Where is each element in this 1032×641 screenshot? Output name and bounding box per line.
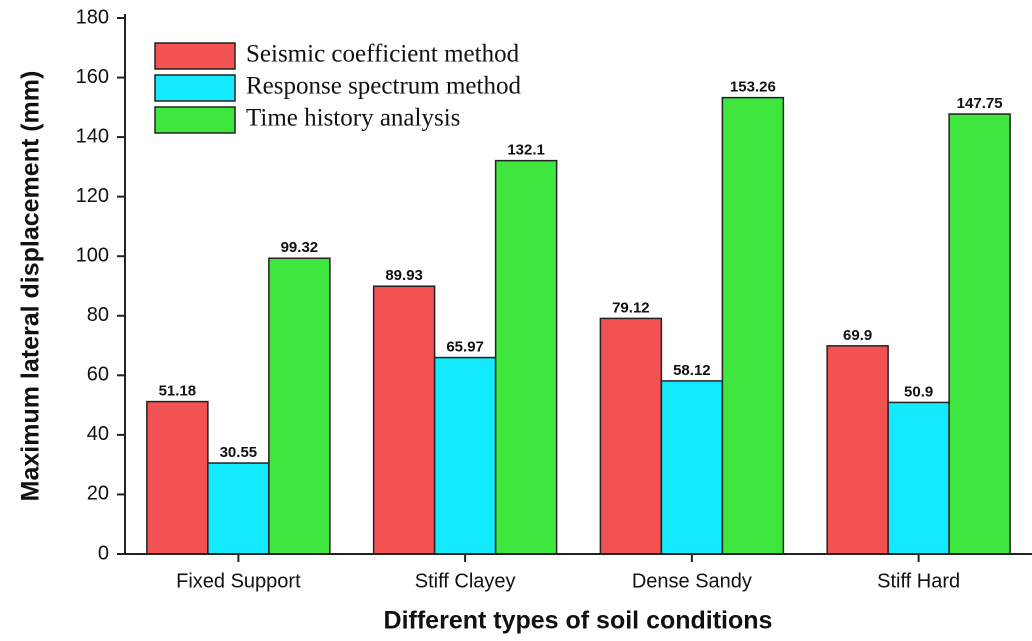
y-tick-label: 40 <box>87 423 109 445</box>
y-tick-label: 0 <box>98 542 109 564</box>
x-axis-title: Different types of soil conditions <box>384 607 773 635</box>
legend-swatch <box>154 42 236 70</box>
bar <box>887 401 950 555</box>
data-label: 51.18 <box>159 383 197 400</box>
data-label: 50.9 <box>904 383 933 400</box>
x-tick-label: Fixed Support <box>176 570 301 592</box>
bar <box>826 345 889 555</box>
data-label: 79.12 <box>612 299 650 316</box>
bar <box>268 257 331 555</box>
bar <box>660 380 724 555</box>
y-tick-label: 160 <box>76 66 109 88</box>
bar <box>207 462 270 555</box>
data-label: 69.9 <box>843 327 872 344</box>
bar <box>433 356 497 555</box>
y-tick-label: 120 <box>76 185 109 207</box>
bar <box>372 285 436 555</box>
y-tick-label: 60 <box>87 364 109 386</box>
x-tick-label: Stiff Hard <box>877 570 960 592</box>
data-label: 30.55 <box>220 444 258 461</box>
data-label: 65.97 <box>446 339 484 356</box>
x-tick-label: Stiff Clayey <box>415 570 516 592</box>
bar <box>494 159 558 555</box>
bar <box>721 96 785 555</box>
y-axis-title: Maximum lateral displacement (mm) <box>17 71 45 502</box>
x-tick-label: Dense Sandy <box>632 570 752 592</box>
data-label: 132.1 <box>507 142 545 159</box>
data-label: 153.26 <box>730 79 776 96</box>
bar <box>948 113 1011 555</box>
legend-swatch <box>154 106 236 134</box>
y-tick-label: 140 <box>76 125 109 147</box>
y-tick-label: 100 <box>76 245 109 267</box>
data-label: 58.12 <box>673 362 711 379</box>
y-tick-label: 180 <box>76 6 109 28</box>
data-label: 99.32 <box>281 239 319 256</box>
bar <box>599 317 663 555</box>
data-label: 89.93 <box>385 267 423 284</box>
y-tick-label: 20 <box>87 483 109 505</box>
legend-label: Seismic coefficient method <box>246 41 520 68</box>
y-tick-label: 80 <box>87 304 109 326</box>
data-label: 147.75 <box>957 95 1003 112</box>
legend-swatch <box>154 74 236 102</box>
bar <box>146 400 209 555</box>
legend-label: Time history analysis <box>246 105 460 132</box>
legend-label: Response spectrum method <box>246 73 521 100</box>
